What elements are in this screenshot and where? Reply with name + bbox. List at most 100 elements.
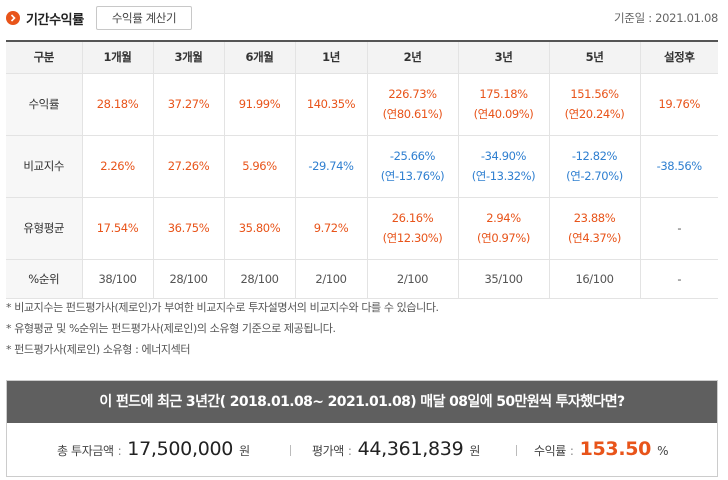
- evaluation-unit: 원: [469, 444, 481, 458]
- column-header: 구분: [6, 41, 83, 74]
- cell-value: 35.80%: [238, 221, 281, 235]
- cell-value: 226.73%: [388, 87, 437, 101]
- percentile-rank-row: %순위 38/100 28/100 28/100 2/100 2/100 35/100 16/…: [6, 259, 718, 299]
- cell-annualized-value: (연12.30%): [382, 231, 443, 245]
- evaluation-label: 평가액: [312, 444, 344, 458]
- cell-annualized-value: (연20.24%): [564, 107, 625, 121]
- cell-value: -: [677, 271, 682, 286]
- note-category: * 유형평균 및 %순위는 펀드평가사(제로인)의 소유형 기준으로 제공됩니다…: [6, 322, 336, 335]
- table-cell: -25.66% (연-13.76%): [367, 135, 459, 198]
- divider: [290, 445, 291, 456]
- column-header: 3개월: [153, 41, 225, 74]
- table-cell: 175.18% (연40.09%): [458, 73, 550, 136]
- table-cell: 27.26%: [153, 135, 225, 198]
- table-cell: 140.35%: [295, 73, 368, 136]
- investment-simulation-box: 이 펀드에 최근 3년간( 2018.01.08~ 2021.01.08) 매달…: [6, 380, 718, 477]
- column-header: 5년: [549, 41, 641, 74]
- table-cell: -38.56%: [640, 135, 718, 198]
- table-cell: 36.75%: [153, 197, 225, 260]
- table-cell: 2/100: [295, 259, 368, 299]
- table-cell: -: [640, 197, 718, 260]
- table-cell: -34.90% (연-13.32%): [458, 135, 550, 198]
- row-label: 유형평균: [6, 197, 83, 260]
- cell-value: 28/100: [240, 271, 279, 286]
- total-investment-unit: 원: [239, 444, 250, 458]
- column-header: 2년: [367, 41, 459, 74]
- table-cell: 17.54%: [82, 197, 154, 260]
- table-cell: 28/100: [153, 259, 225, 299]
- evaluation-value: 44,361,839: [357, 438, 464, 460]
- cell-value: 28.18%: [96, 97, 139, 111]
- divider: [516, 445, 517, 456]
- table-header-row: 구분 1개월 3개월 6개월 1년 2년 3년 5년 설정후: [6, 41, 718, 74]
- cell-annualized-value: (연0.97%): [477, 231, 530, 245]
- table-cell: 2.26%: [82, 135, 154, 198]
- evaluation-amount: 평가액:44,361,839 원: [312, 423, 480, 476]
- cell-value: 28/100: [169, 271, 208, 286]
- cell-value: 36.75%: [167, 221, 210, 235]
- return-unit: %: [657, 444, 669, 458]
- note-benchmark: * 비교지수는 펀드평가사(제로인)가 부여한 비교지수로 투자설명서의 비교지…: [6, 301, 439, 314]
- column-header: 설정후: [640, 41, 718, 74]
- return-label: 수익률: [534, 444, 566, 458]
- cell-value: 23.88%: [573, 211, 616, 225]
- simulation-title: 이 펀드에 최근 3년간( 2018.01.08~ 2021.01.08) 매달…: [7, 381, 717, 423]
- cell-value: 2.94%: [486, 211, 521, 225]
- table-cell: 23.88% (연4.37%): [549, 197, 641, 260]
- cell-value: 175.18%: [479, 87, 528, 101]
- separator: :: [117, 444, 122, 458]
- row-label: 수익률: [6, 73, 83, 136]
- table-cell: 19.76%: [640, 73, 718, 136]
- row-label: %순위: [6, 259, 83, 299]
- table-cell: -: [640, 259, 718, 299]
- table-cell: 16/100: [549, 259, 641, 299]
- column-header: 3년: [458, 41, 550, 74]
- return-value: 153.50: [579, 438, 652, 460]
- table-cell: 26.16% (연12.30%): [367, 197, 459, 260]
- cell-annualized-value: (연40.09%): [473, 107, 534, 121]
- return-row: 수익률 28.18% 37.27% 91.99% 140.35% 226.73% (연80.…: [6, 73, 718, 136]
- column-header: 1년: [295, 41, 368, 74]
- table-cell: 2.94% (연0.97%): [458, 197, 550, 260]
- cell-value: 91.99%: [238, 97, 281, 111]
- cell-annualized-value: (연80.61%): [382, 107, 443, 121]
- table-cell: 28.18%: [82, 73, 154, 136]
- table-cell: 5.96%: [224, 135, 296, 198]
- table-cell: 38/100: [82, 259, 154, 299]
- cell-value: 140.35%: [306, 97, 356, 111]
- cell-value: 37.27%: [167, 97, 210, 111]
- cell-value: 2.26%: [100, 159, 135, 173]
- table-cell: -29.74%: [295, 135, 368, 198]
- simulated-return: 수익률:153.50%: [534, 423, 669, 476]
- cell-value: 19.76%: [658, 97, 701, 111]
- cell-annualized-value: (연-13.32%): [471, 169, 536, 183]
- separator: :: [347, 444, 352, 458]
- base-date: 기준일 : 2021.01.08: [614, 11, 718, 25]
- table-cell: 35/100: [458, 259, 550, 299]
- chevron-right-icon: [6, 11, 20, 25]
- period-return-table: 구분 1개월 3개월 6개월 1년 2년 3년 5년 설정후 수익률 28.18%…: [6, 40, 718, 299]
- cell-value: 151.56%: [570, 87, 619, 101]
- return-calculator-button[interactable]: 수익률 계산기: [96, 6, 192, 30]
- cell-value: -12.82%: [571, 149, 618, 163]
- cell-value: 16/100: [575, 271, 614, 286]
- cell-value: -: [677, 221, 682, 235]
- section-title: 기간수익률: [26, 13, 84, 28]
- cell-annualized-value: (연-13.76%): [380, 169, 445, 183]
- table-cell: 226.73% (연80.61%): [367, 73, 459, 136]
- table-cell: 151.56% (연20.24%): [549, 73, 641, 136]
- table-cell: 37.27%: [153, 73, 225, 136]
- cell-value: -29.74%: [308, 159, 354, 173]
- section-header: 기간수익률 수익률 계산기 기준일 : 2021.01.08: [6, 6, 722, 30]
- cell-value: 38/100: [98, 271, 137, 286]
- total-investment-label: 총 투자금액: [57, 444, 114, 458]
- table-cell: 35.80%: [224, 197, 296, 260]
- cell-value: 2/100: [396, 271, 429, 286]
- row-label: 비교지수: [6, 135, 83, 198]
- cell-annualized-value: (연4.37%): [568, 231, 621, 245]
- cell-value: 17.54%: [96, 221, 139, 235]
- table-cell: 9.72%: [295, 197, 368, 260]
- total-investment: 총 투자금액:17,500,000 원: [57, 423, 250, 476]
- cell-value: -25.66%: [389, 149, 436, 163]
- cell-value: -34.90%: [480, 149, 527, 163]
